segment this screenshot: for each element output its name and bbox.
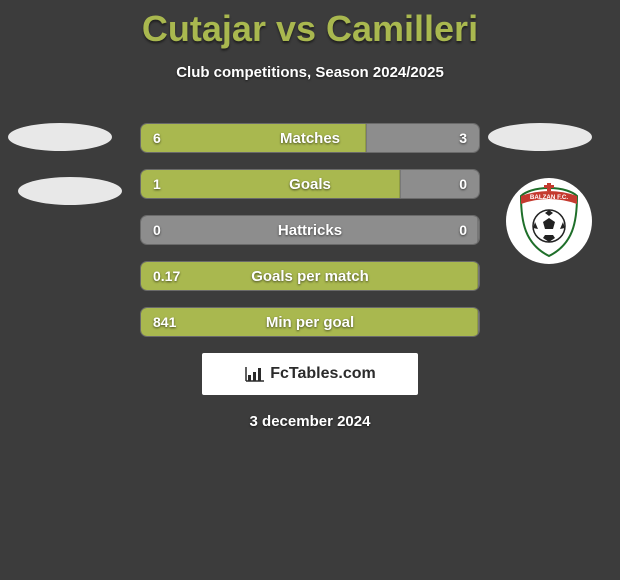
date-label: 3 december 2024 [0,413,620,430]
stat-row-text: 0Hattricks0 [141,216,479,244]
bar-chart-icon [244,365,266,383]
left-player-logo-1 [8,123,112,151]
stat-label: Hattricks [141,222,479,239]
stat-row-text: 1Goals0 [141,170,479,198]
fctables-label: FcTables.com [270,365,376,383]
stat-row-hattricks: 0Hattricks0 [140,215,480,245]
right-club-badge: BALZAN F.C. [506,178,592,264]
svg-text:BALZAN F.C.: BALZAN F.C. [530,194,568,201]
balzan-fc-badge: BALZAN F.C. [515,182,583,260]
page-subtitle: Club competitions, Season 2024/2025 [0,64,620,81]
stat-row-goals-per-match: 0.17Goals per match [140,261,480,291]
stat-label: Min per goal [141,314,479,331]
stat-label: Goals [141,176,479,193]
stat-row-matches: 6Matches3 [140,123,480,153]
stat-label: Matches [141,130,479,147]
stat-label: Goals per match [141,268,479,285]
stat-row-text: 0.17Goals per match [141,262,479,290]
stat-row-text: 6Matches3 [141,124,479,152]
page-title: Cutajar vs Camilleri [0,0,620,50]
left-player-logo-2 [18,177,122,205]
stat-row-goals: 1Goals0 [140,169,480,199]
stat-row-text: 841Min per goal [141,308,479,336]
stat-row-min-per-goal: 841Min per goal [140,307,480,337]
right-player-logo [488,123,592,151]
fctables-attribution[interactable]: FcTables.com [202,353,418,395]
